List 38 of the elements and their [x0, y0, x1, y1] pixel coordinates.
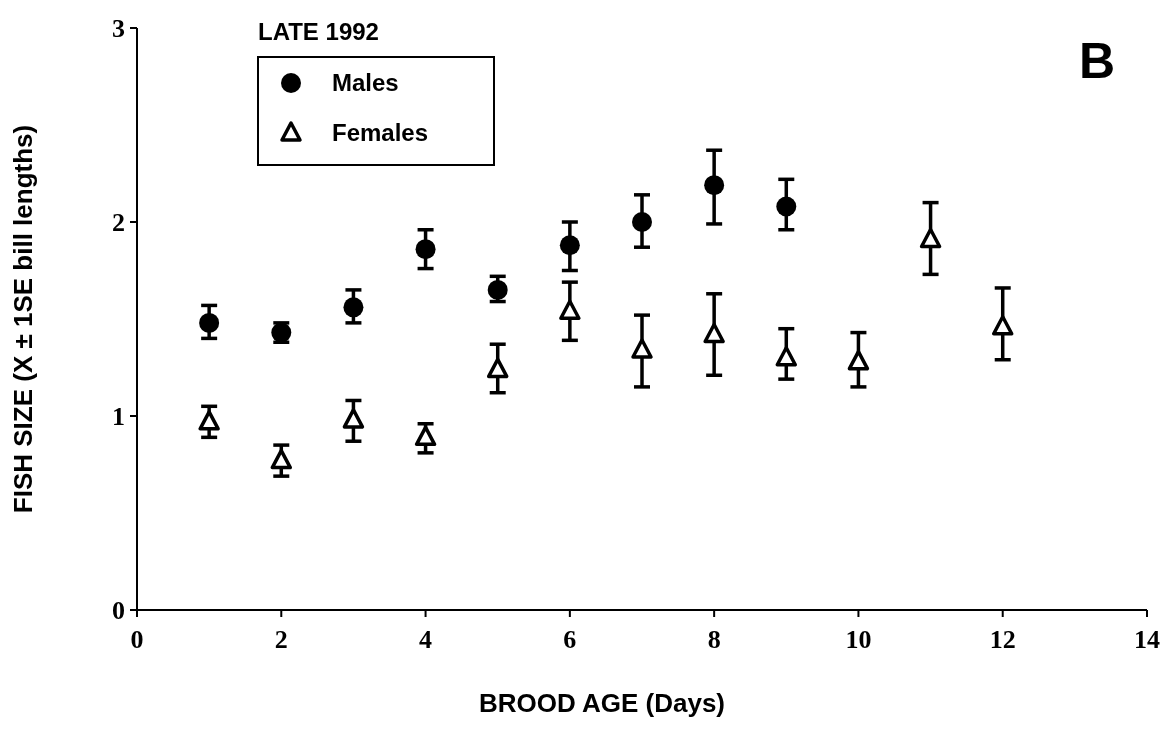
y-axis-title: FISH SIZE (X ± 1SE bill lengths) [8, 124, 38, 514]
point [775, 346, 798, 367]
point [199, 312, 220, 333]
point [487, 279, 508, 300]
point [776, 196, 797, 217]
point [631, 338, 653, 359]
point [559, 299, 581, 320]
y-tick-label: 3 [112, 14, 125, 44]
point [991, 315, 1014, 336]
point [486, 357, 509, 379]
point [919, 227, 942, 249]
legend-label: Females [332, 119, 429, 147]
x-tick-label: 12 [989, 625, 1016, 654]
point [270, 448, 293, 470]
x-tick-label: 4 [419, 625, 433, 654]
point [198, 410, 220, 431]
point [703, 322, 725, 344]
point [343, 297, 364, 318]
x-tick-label: 6 [563, 625, 577, 654]
point [414, 425, 437, 447]
x-axis-title: BROOD AGE (Days) [478, 688, 726, 718]
legend-title: LATE 1992 [258, 18, 379, 45]
x-tick-label: 8 [707, 625, 721, 654]
x-tick-label: 2 [274, 625, 288, 654]
y-tick-label: 0 [112, 596, 125, 626]
legend-label: Males [332, 69, 399, 97]
point [559, 235, 580, 256]
point [632, 212, 652, 232]
y-tick-label: 2 [112, 208, 125, 238]
x-tick-label: 0 [130, 625, 144, 654]
x-tick-label: 10 [845, 625, 872, 654]
point [847, 349, 870, 371]
point [342, 408, 365, 429]
point [415, 239, 436, 260]
annotation: B [1078, 33, 1115, 89]
x-tick-label: 14 [1134, 625, 1160, 654]
point [704, 175, 725, 196]
y-tick-label: 1 [112, 402, 125, 432]
